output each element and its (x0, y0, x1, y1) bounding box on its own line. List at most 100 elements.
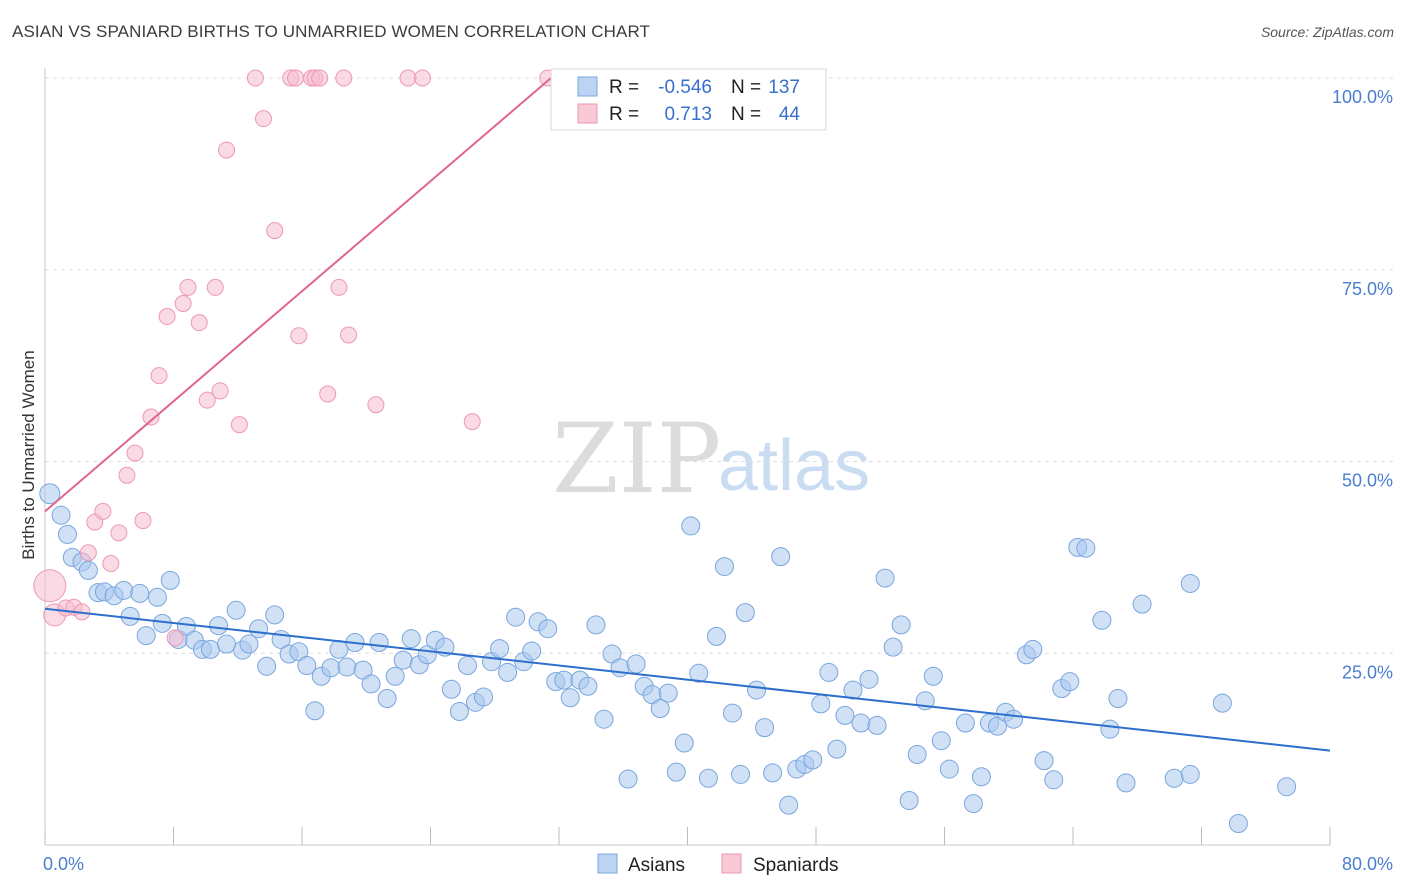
spaniard-point (33, 569, 67, 603)
spaniard-point (110, 524, 128, 542)
spaniard-point (413, 69, 431, 87)
asian-point (239, 634, 259, 654)
spaniard-point (311, 69, 329, 87)
asian-point (297, 656, 317, 676)
y-tick-label: 25.0% (1342, 662, 1393, 682)
spaniard-point (94, 502, 112, 520)
spaniard-trend-line (44, 77, 552, 513)
asian-point (698, 768, 718, 788)
spaniard-point (399, 69, 417, 87)
y-tick-label: 50.0% (1342, 471, 1393, 491)
spaniard-point (287, 69, 305, 87)
asian-point (147, 587, 167, 607)
y-axis-label: Births to Unmarried Women (19, 350, 38, 559)
spaniard-point (340, 326, 358, 344)
watermark-zip: ZIP (552, 403, 721, 515)
asian-point (875, 568, 895, 588)
asian-point (1100, 719, 1120, 739)
spaniard-point (246, 69, 264, 87)
asian-point (714, 557, 734, 577)
stats-asian-n: 137 (768, 77, 800, 98)
asian-point (385, 666, 405, 686)
asian-point (369, 633, 389, 653)
asian-point (747, 680, 767, 700)
asian-point (136, 626, 156, 646)
asian-point (393, 650, 413, 670)
x-tick-label: 0.0% (43, 854, 84, 874)
asian-point (1034, 751, 1054, 771)
asian-point (305, 701, 325, 721)
spaniard-point (102, 555, 120, 573)
legend-asian-label: Asians (628, 855, 685, 876)
asian-point (1004, 709, 1024, 729)
y-tick-label: 100.0% (1332, 87, 1393, 107)
legend-spaniard-swatch (721, 853, 742, 874)
spaniard-point (254, 110, 272, 128)
spaniard-point (126, 444, 144, 462)
asian-point (249, 619, 269, 639)
asian-point (803, 750, 823, 770)
asian-point (1212, 693, 1232, 713)
asian-point (689, 663, 709, 683)
legend: Asians Spaniards (597, 853, 839, 876)
asian-point (1092, 610, 1112, 630)
spaniard-point (266, 222, 284, 240)
asian-point (939, 759, 959, 779)
asian-point (1180, 764, 1200, 784)
spaniard-point (174, 294, 192, 312)
spaniard-point (198, 391, 216, 409)
asian-point (779, 795, 799, 815)
asian-point (130, 583, 150, 603)
spaniard-point (330, 278, 348, 296)
asian-point (377, 689, 397, 709)
spaniard-point (190, 314, 208, 332)
chart-title: ASIAN VS SPANIARD BIRTHS TO UNMARRIED WO… (12, 22, 651, 41)
spaniard-point (218, 141, 236, 159)
asian-point (586, 615, 606, 635)
asian-point (1228, 814, 1248, 834)
asian-point (1060, 672, 1080, 692)
asian-point (618, 769, 638, 789)
asian-point (883, 637, 903, 657)
source-credit: Source: ZipAtlas.com (1260, 24, 1394, 40)
asian-point (498, 662, 518, 682)
asian-point (681, 516, 701, 536)
asian-point (78, 560, 98, 580)
asian-point (329, 639, 349, 659)
asian-point (321, 658, 341, 678)
asian-point (771, 547, 791, 567)
asian-point (401, 629, 421, 649)
asian-point (819, 662, 839, 682)
asian-point (114, 580, 134, 600)
asian-point (490, 639, 510, 659)
asian-point (971, 767, 991, 787)
asian-point (674, 733, 694, 753)
axes (44, 68, 1331, 846)
spaniard-point (463, 413, 481, 431)
asian-point (594, 709, 614, 729)
asian-point (650, 698, 670, 718)
asian-point (851, 713, 871, 733)
stats-asian-swatch (577, 76, 598, 97)
asian-point (449, 702, 469, 722)
spaniard-point (211, 382, 229, 400)
asian-trend-line (44, 607, 1331, 752)
asian-point (843, 680, 863, 700)
stats-asian-r-label: R = (609, 77, 639, 98)
stats-spaniard-n: 44 (779, 104, 801, 125)
asian-point (827, 739, 847, 759)
spaniard-point (134, 512, 152, 530)
stats-box: R = -0.546 N = 137 R = 0.713 N = 44 (550, 68, 827, 131)
asian-point (257, 656, 277, 676)
spaniard-point (230, 416, 248, 434)
legend-asian-swatch (597, 853, 618, 874)
asian-point (835, 705, 855, 725)
asian-point (57, 524, 77, 544)
tick-labels: 25.0% 50.0% 75.0% 100.0% 0.0% 80.0% (43, 87, 1393, 874)
asian-point (457, 656, 477, 676)
asian-point (441, 679, 461, 699)
spaniard-point (166, 629, 184, 647)
asian-point (120, 606, 140, 626)
asian-point (474, 687, 494, 707)
